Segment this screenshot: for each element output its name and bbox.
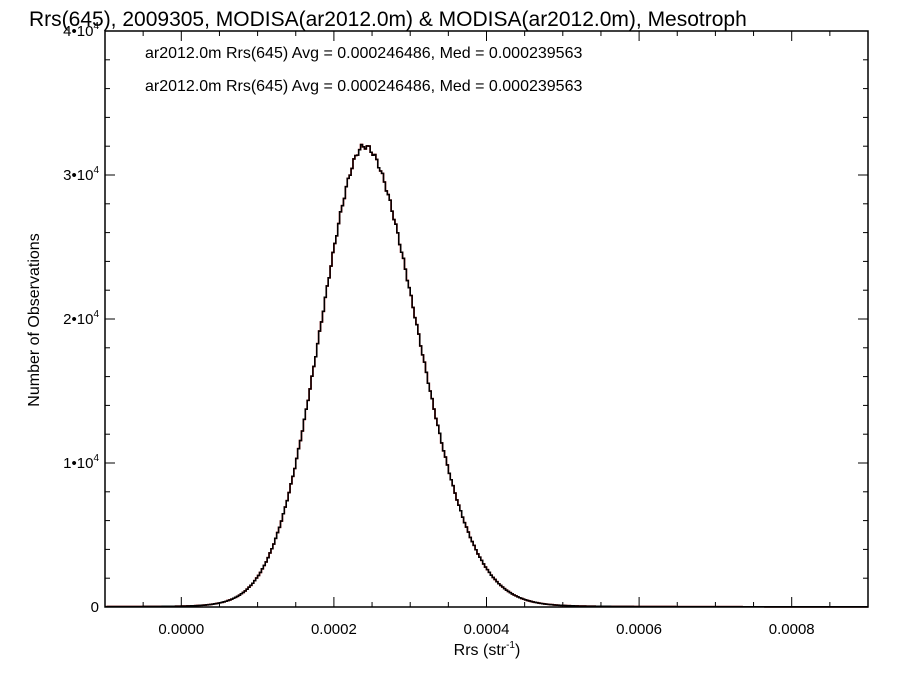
- chart-title: Rrs(645), 2009305, MODISA(ar2012.0m) & M…: [29, 8, 747, 31]
- x-tick-label-0: 0.0000: [158, 621, 204, 638]
- x-tick-label-4: 0.0008: [769, 621, 815, 638]
- ticks-layer: [104, 30, 869, 608]
- y-tick-label-0: 0: [91, 599, 99, 616]
- legend-entry-1: ar2012.0m Rrs(645) Avg = 0.000246486, Me…: [145, 78, 582, 95]
- tick-labels: 0.0000 0.0002 0.0004 0.0006 0.0008 0 1•104 2•10…: [63, 21, 814, 638]
- x-tick-label-3: 0.0006: [616, 621, 662, 638]
- y-tick-label-3: 3•104: [63, 165, 99, 184]
- x-tick-label-2: 0.0004: [464, 621, 510, 638]
- y-tick-label-2: 2•104: [63, 309, 99, 328]
- y-tick-label-4: 4•104: [63, 21, 99, 40]
- y-tick-label-1: 1•104: [63, 453, 99, 472]
- y-axis-label: Number of Observations: [26, 233, 43, 406]
- x-axis-label: Rrs (str-1): [454, 640, 521, 659]
- legend-entry-0: ar2012.0m Rrs(645) Avg = 0.000246486, Me…: [145, 45, 582, 62]
- x-tick-label-1: 0.0002: [311, 621, 357, 638]
